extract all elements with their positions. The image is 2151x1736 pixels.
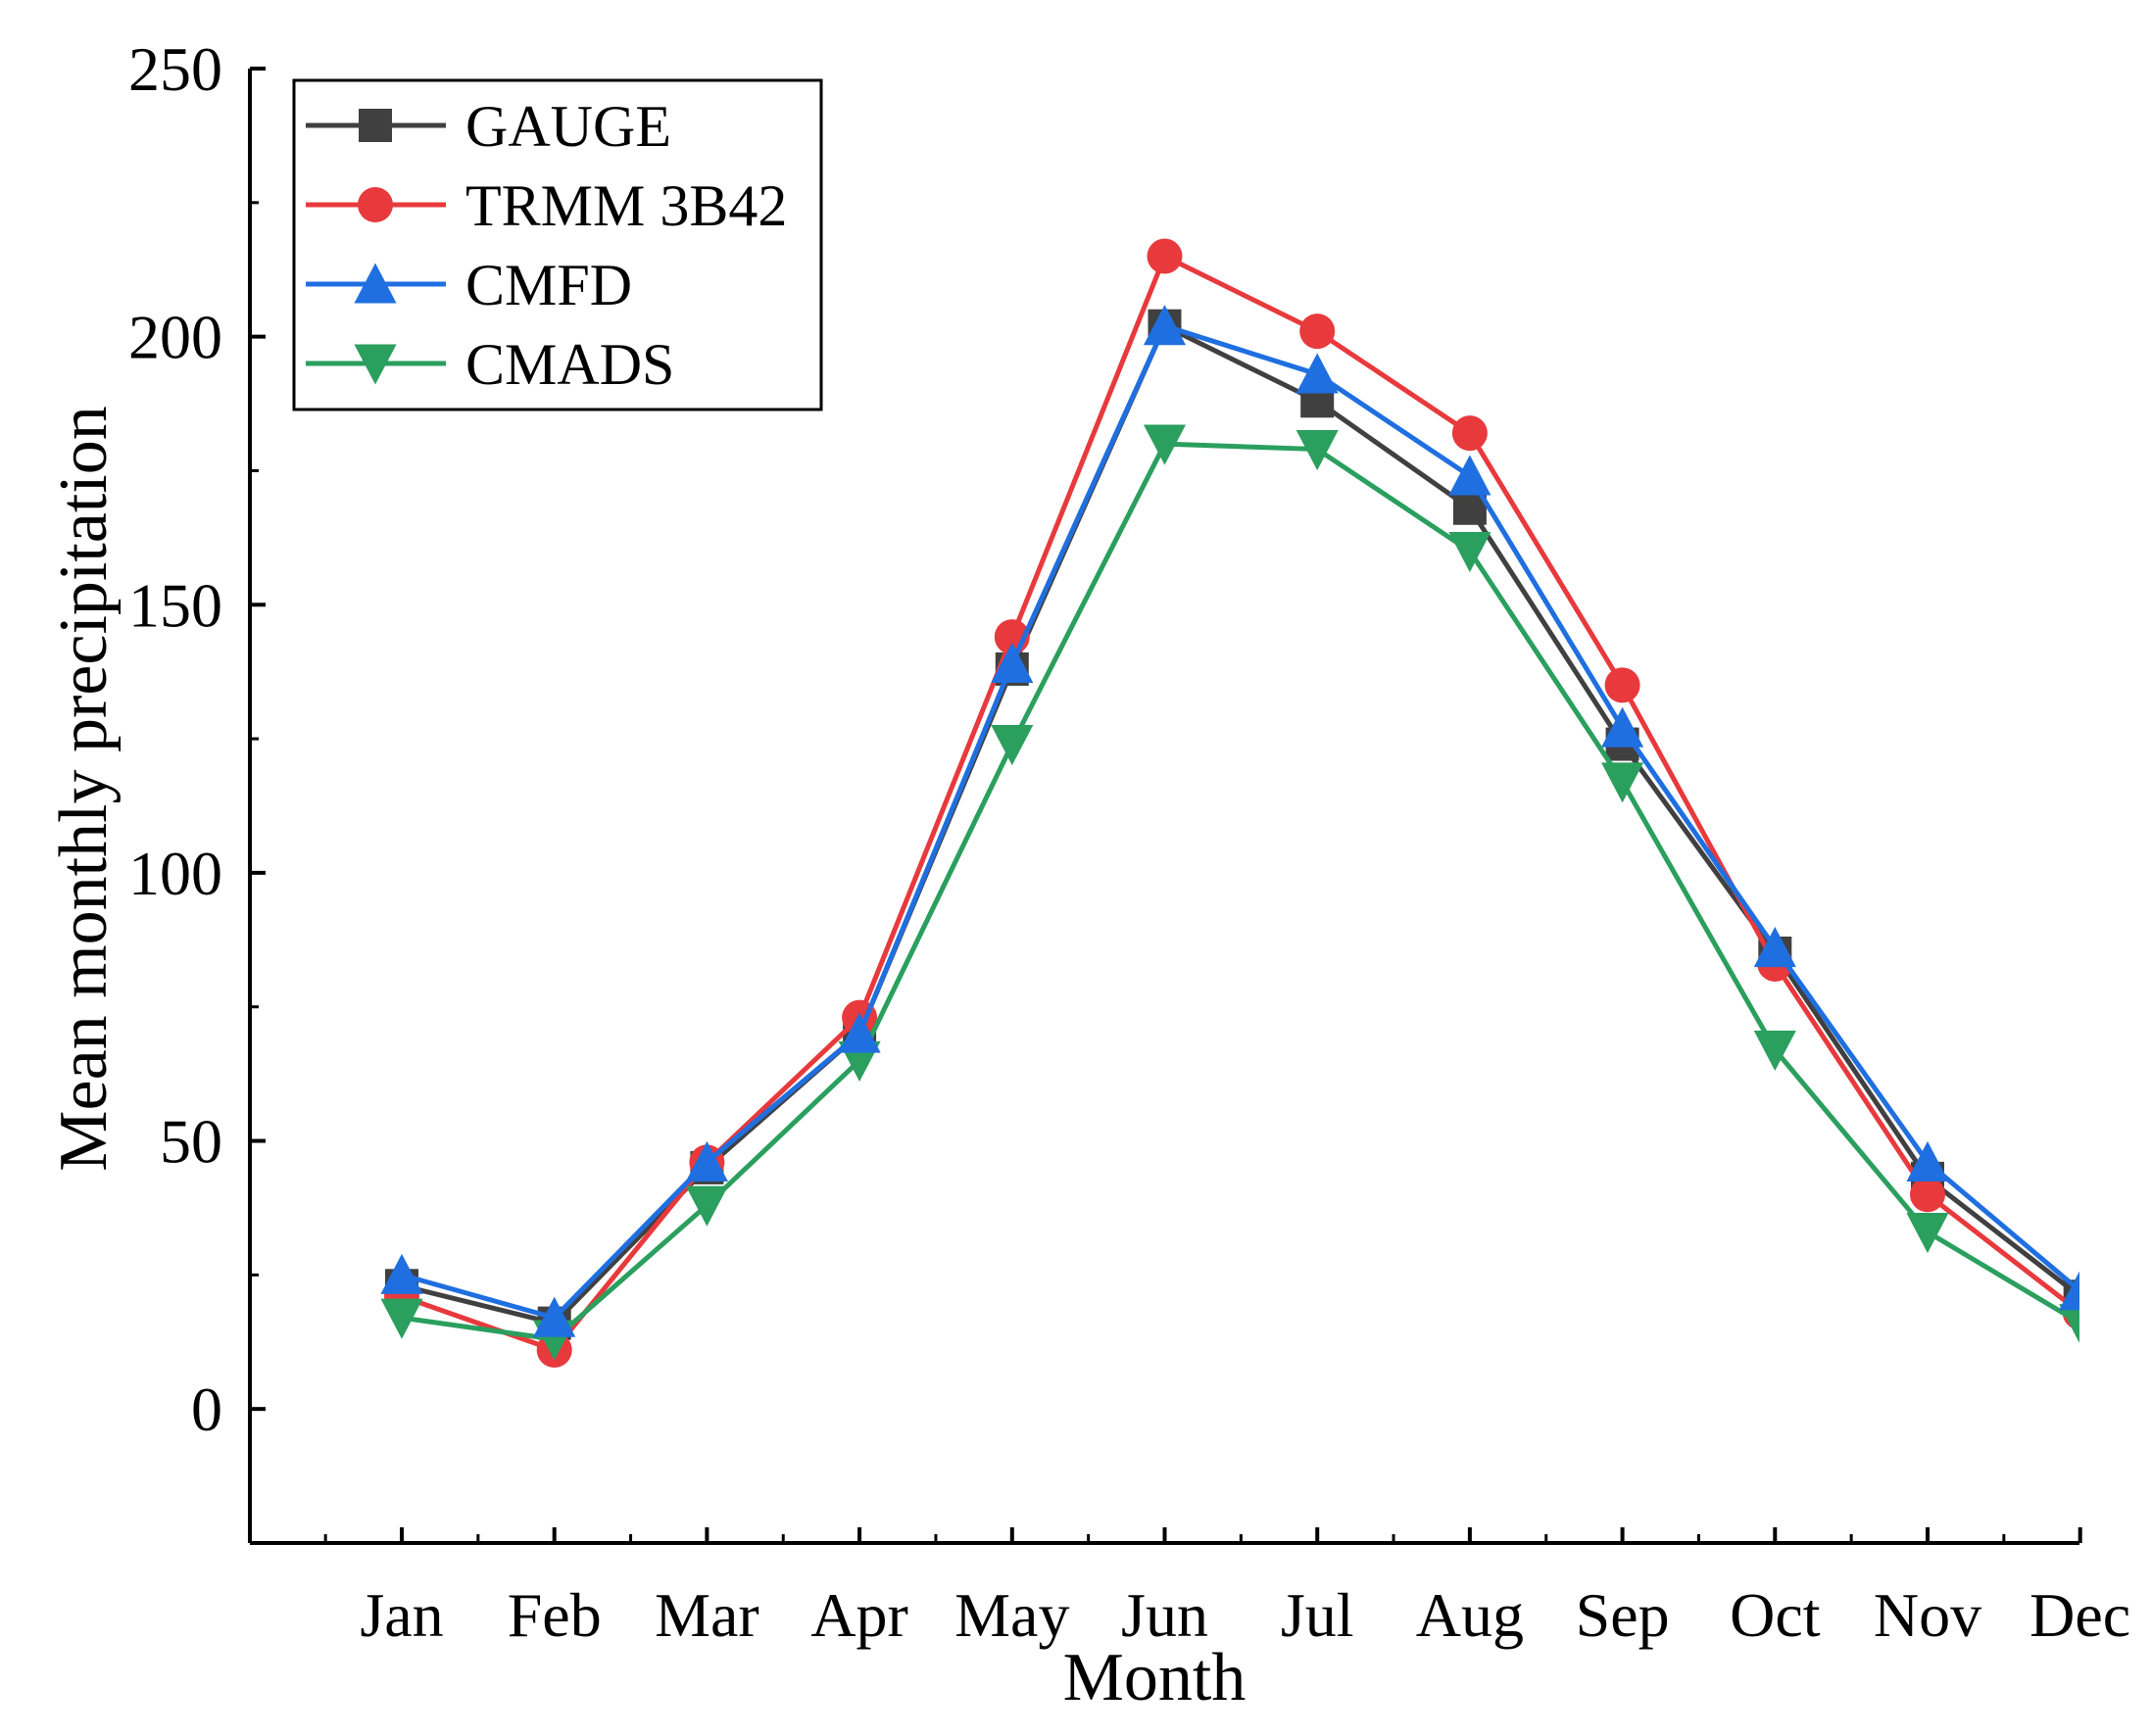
x-tick-label: Nov xyxy=(1874,1580,1981,1650)
series-gauge xyxy=(385,309,2079,1340)
chart-legend: GAUGE TRMM 3B42 CMFD CMADS xyxy=(292,78,823,411)
legend-item: CMFD xyxy=(306,253,632,317)
data-point xyxy=(1448,455,1491,496)
y-tick-label: 250 xyxy=(128,34,222,104)
data-point xyxy=(1604,667,1640,703)
chart-series xyxy=(380,238,2079,1368)
x-tick-label: Jan xyxy=(360,1580,443,1650)
legend-item: TRMM 3B42 xyxy=(306,173,787,238)
legend-item: GAUGE xyxy=(306,94,671,159)
data-point xyxy=(1753,926,1796,968)
data-point xyxy=(2059,1271,2079,1311)
y-axis-title: Mean monthly precipitation xyxy=(46,406,122,1171)
data-point xyxy=(1143,305,1187,346)
x-tick-label: Dec xyxy=(2029,1580,2130,1650)
legend-item: CMADS xyxy=(306,332,674,397)
data-point xyxy=(1753,1030,1796,1072)
data-point xyxy=(1295,430,1339,471)
x-tick-label: May xyxy=(954,1580,1069,1650)
series-line xyxy=(401,323,2079,1321)
legend-label: GAUGE xyxy=(465,94,671,159)
data-point xyxy=(991,642,1034,684)
data-point xyxy=(1601,762,1644,803)
data-point xyxy=(991,725,1034,766)
data-point xyxy=(533,1296,576,1337)
x-tick-label: Jun xyxy=(1121,1580,1208,1650)
x-tick-label: Oct xyxy=(1730,1580,1821,1650)
x-tick-label: Sep xyxy=(1576,1580,1670,1650)
data-point xyxy=(685,1140,728,1181)
data-point xyxy=(1147,238,1183,274)
legend-marker xyxy=(358,187,393,222)
legend-marker xyxy=(354,263,397,304)
y-tick-label: 200 xyxy=(128,303,222,372)
y-tick-label: 50 xyxy=(160,1107,222,1177)
data-point xyxy=(1295,353,1339,394)
x-axis-title: Month xyxy=(1063,1640,1247,1715)
x-tick-label: Aug xyxy=(1416,1580,1524,1650)
data-point xyxy=(2059,1304,2079,1343)
data-point xyxy=(1906,1140,1949,1181)
chart-axes: 0 50 100 150 200 250 Jan Feb Mar Apr May Jun Jul Aug S… xyxy=(46,34,2130,1715)
y-tick-label: 0 xyxy=(191,1374,222,1444)
legend-label: TRMM 3B42 xyxy=(465,173,787,238)
series-line xyxy=(401,254,2079,1353)
series-line xyxy=(401,441,2079,1342)
y-tick-label: 150 xyxy=(128,570,222,640)
y-tick-label: 100 xyxy=(128,839,222,908)
legend-marker xyxy=(354,344,397,385)
series-line xyxy=(401,323,2079,1326)
legend-marker xyxy=(359,109,392,142)
legend-label: CMFD xyxy=(465,253,632,317)
data-point xyxy=(1906,1213,1949,1254)
x-tick-label: Apr xyxy=(810,1580,908,1650)
x-tick-label: Jul xyxy=(1281,1580,1354,1650)
data-point xyxy=(1910,1177,1945,1213)
data-point xyxy=(838,1012,881,1053)
x-tick-label: Mar xyxy=(655,1580,759,1650)
data-point xyxy=(685,1185,728,1227)
series-trmm-3b42 xyxy=(384,238,2079,1368)
data-point xyxy=(1451,415,1488,452)
x-tick-label: Feb xyxy=(508,1580,602,1650)
data-point xyxy=(1299,313,1336,350)
data-point xyxy=(380,1253,423,1294)
data-point xyxy=(1143,424,1187,465)
data-point xyxy=(380,1298,423,1339)
data-point xyxy=(1601,706,1644,747)
legend-label: CMADS xyxy=(465,332,674,397)
data-point xyxy=(1448,531,1491,573)
series-cmads xyxy=(380,424,2079,1361)
series-cmfd xyxy=(380,305,2079,1337)
